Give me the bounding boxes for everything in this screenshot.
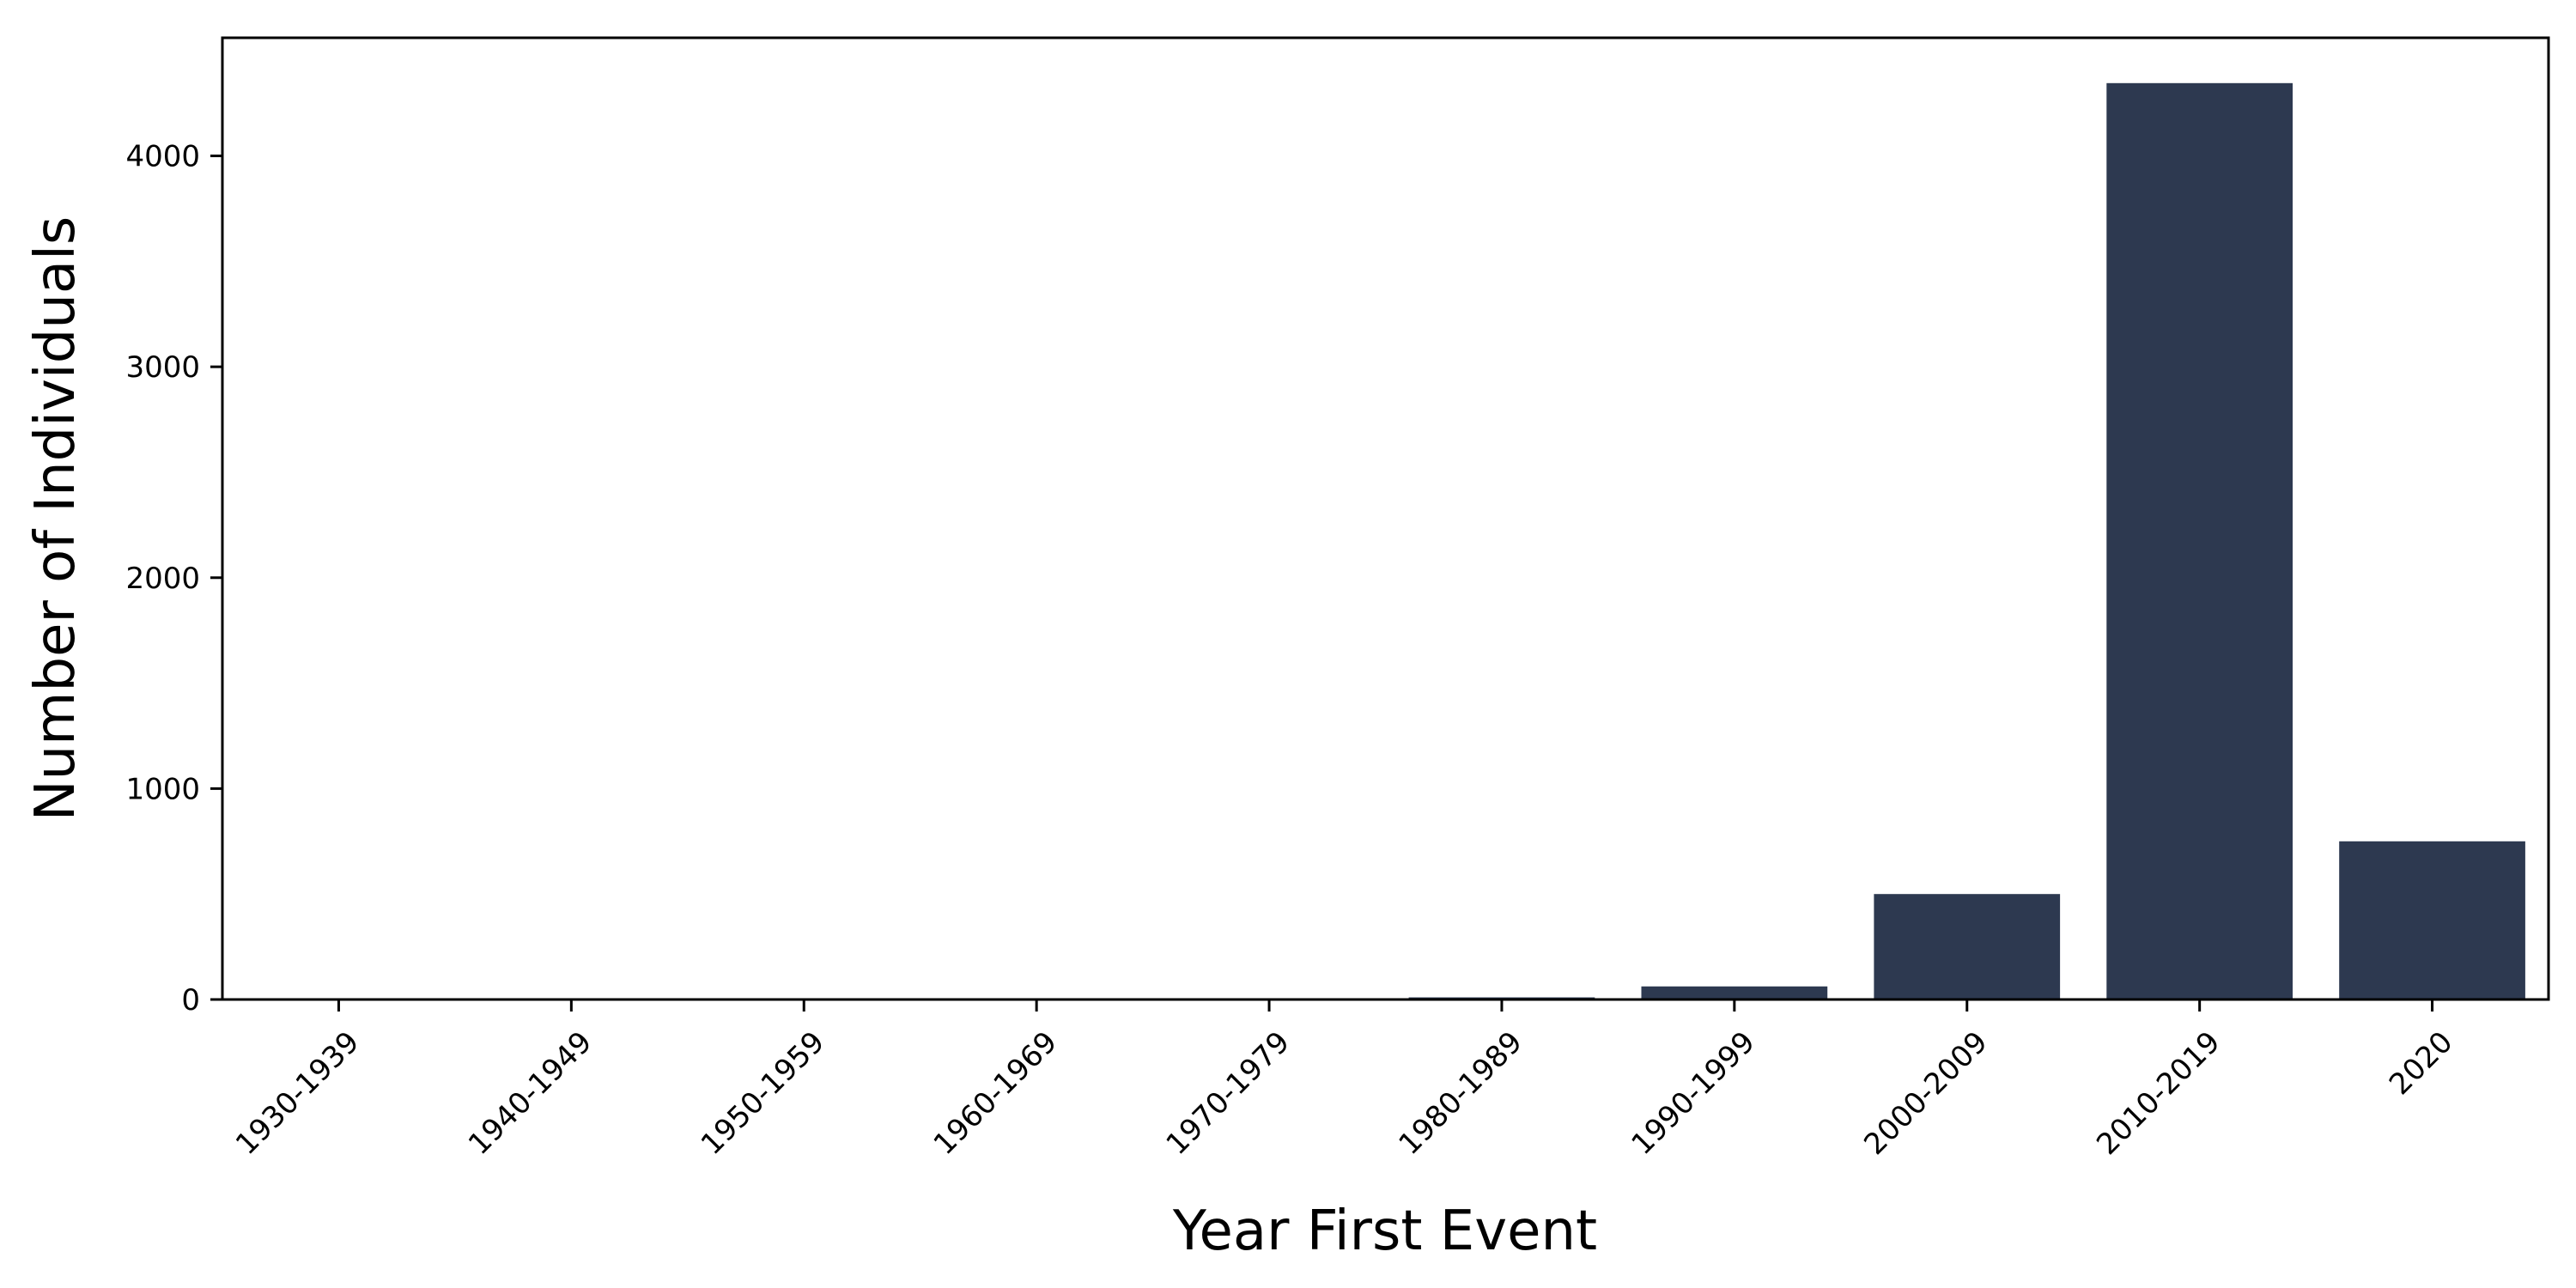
y-tick-label: 1000 <box>125 772 200 806</box>
y-axis-label: Number of Individuals <box>24 216 88 822</box>
x-tick-label: 2000-2009 <box>1857 1025 1994 1162</box>
x-axis-ticks: 1930-1939 1940-1949 1950-1959 1960-1969 1970… <box>229 999 2459 1162</box>
x-tick-label: 2020 <box>2383 1025 2459 1102</box>
bar-1990-1999 <box>1641 986 1828 999</box>
bars-group <box>246 82 2525 1000</box>
x-tick-label: 1950-1959 <box>695 1025 831 1162</box>
x-tick-label: 1990-1999 <box>1625 1025 1761 1162</box>
bar-2000-2009 <box>1874 894 2061 999</box>
plot-frame <box>221 36 2550 1001</box>
bar-2020 <box>2339 841 2525 999</box>
y-axis-ticks: 0 1000 2000 3000 4000 <box>125 140 222 1018</box>
bar-2010-2019 <box>2106 82 2293 1000</box>
x-tick-label: 1930-1939 <box>229 1025 366 1162</box>
x-tick-label: 1960-1969 <box>927 1025 1064 1162</box>
x-tick-label: 1940-1949 <box>462 1025 598 1162</box>
x-axis-label: Year First Event <box>1172 1200 1597 1263</box>
y-tick-label: 4000 <box>125 140 200 174</box>
x-tick-label: 1980-1989 <box>1393 1025 1529 1162</box>
x-tick-label: 1970-1979 <box>1160 1025 1297 1162</box>
x-tick-label: 2010-2019 <box>2090 1025 2227 1162</box>
y-tick-label: 3000 <box>125 350 200 385</box>
y-tick-label: 0 <box>181 983 200 1018</box>
y-tick-label: 2000 <box>125 562 200 596</box>
